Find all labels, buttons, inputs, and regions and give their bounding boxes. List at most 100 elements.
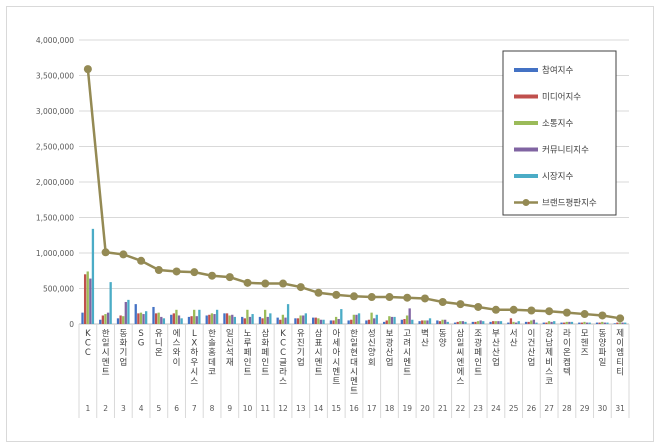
bar [109, 282, 112, 324]
category-number: 11 [261, 404, 271, 413]
bar [618, 322, 622, 324]
line-point [154, 266, 163, 275]
bar [314, 317, 317, 324]
bar [365, 320, 368, 324]
bar [375, 314, 378, 324]
category-number: 4 [139, 404, 144, 413]
bar [241, 316, 244, 324]
bar [441, 319, 444, 324]
bar [535, 322, 538, 324]
bar [444, 319, 447, 324]
bar [532, 319, 536, 324]
y-tick-label: 2,000,000 [36, 178, 74, 187]
bar [231, 314, 234, 324]
bar [225, 313, 229, 324]
bar [180, 318, 183, 324]
line-point [403, 293, 412, 302]
bar [187, 316, 191, 324]
bar [606, 322, 609, 324]
category-number: 12 [278, 404, 288, 413]
x-axis-labels: K C C 1 한 일 시 멘 트 2 동 화 기 업 3 S G 4 유 니 온 5 에 스 와 이 6 L X 하 우 시 스 7 한 솔 홈 데 코 8… [85, 328, 625, 413]
bar [393, 316, 396, 324]
bar [446, 321, 449, 324]
bar [266, 316, 269, 324]
category-number: 27 [544, 404, 554, 413]
bar [461, 321, 465, 324]
bar [99, 319, 102, 324]
bar [603, 322, 606, 324]
bar [352, 314, 355, 324]
line-point [208, 271, 217, 280]
bar [177, 315, 181, 324]
legend-label: 시장지수 [542, 171, 573, 182]
bar [517, 321, 520, 324]
bar [154, 313, 158, 324]
line-point [545, 307, 554, 316]
line-point [225, 273, 234, 282]
bar [157, 312, 160, 324]
bar [527, 321, 530, 324]
category-number: 31 [615, 404, 625, 413]
bar [373, 318, 376, 324]
line-point [509, 305, 518, 314]
bar [459, 321, 462, 324]
bar [119, 315, 122, 324]
legend-box [502, 50, 617, 216]
line-point [279, 279, 288, 288]
category-number: 1 [85, 404, 90, 413]
y-tick-label: 500,000 [43, 285, 74, 294]
bar [251, 314, 254, 324]
bar [160, 316, 163, 324]
legend-label: 커뮤니티지수 [542, 145, 589, 156]
bar [243, 318, 246, 324]
line-point [190, 268, 199, 277]
bar [284, 317, 287, 324]
bar [411, 319, 414, 324]
y-tick-label: 1,000,000 [36, 249, 74, 258]
bar [312, 317, 315, 324]
line-point [350, 292, 358, 301]
category-number: 2 [103, 404, 108, 413]
bar [198, 309, 201, 324]
bar [286, 304, 290, 324]
bar [497, 321, 500, 324]
bar [347, 320, 350, 324]
line-point [616, 314, 625, 323]
line-point [137, 256, 146, 265]
bar [563, 322, 566, 324]
bar [223, 313, 226, 324]
bar [294, 318, 297, 324]
bar [215, 309, 219, 324]
category-number: 5 [156, 404, 161, 413]
bar [545, 322, 548, 324]
bar [193, 309, 196, 324]
category-number: 15 [331, 404, 341, 413]
bar [624, 322, 627, 324]
bar [613, 323, 616, 324]
line-point [172, 267, 181, 276]
bar [162, 318, 166, 324]
line-point [367, 293, 376, 302]
y-tick-label: 4,000,000 [36, 36, 74, 45]
bar [261, 318, 264, 324]
category-number: 8 [210, 404, 215, 413]
bar [213, 314, 216, 324]
line-point [474, 302, 483, 311]
bar [83, 274, 87, 324]
bar [332, 320, 335, 324]
bar [421, 320, 424, 324]
bar [334, 316, 338, 324]
bar [205, 315, 208, 324]
bar [322, 319, 325, 324]
bar [453, 322, 457, 324]
